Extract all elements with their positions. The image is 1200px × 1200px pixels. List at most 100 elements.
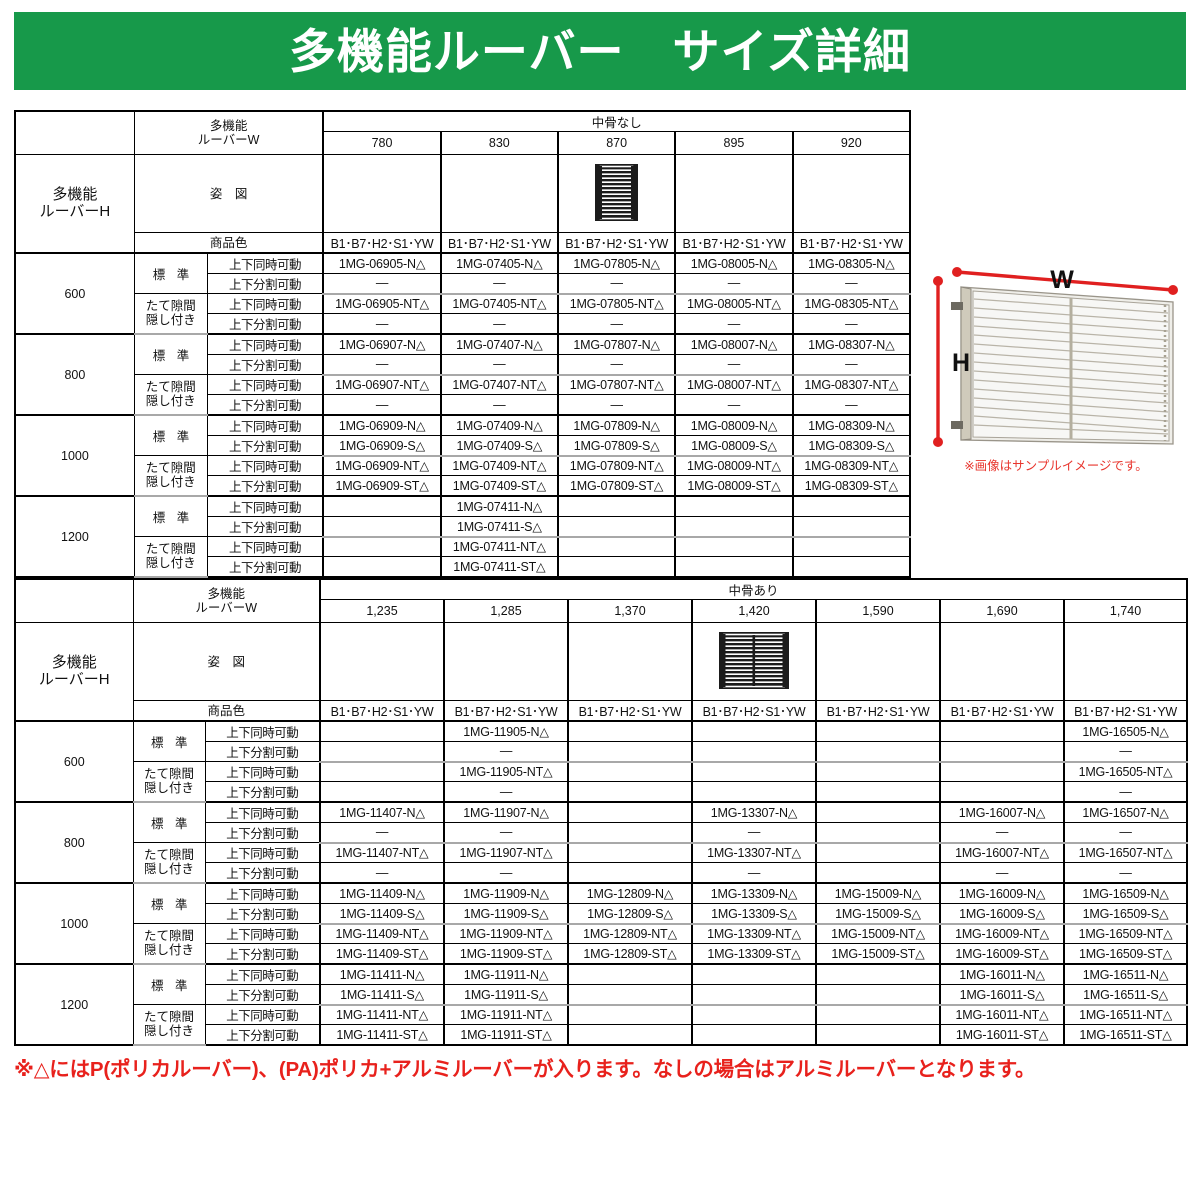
product-code-cell: 1MG-07411-S△ (439, 516, 559, 538)
t2-corner-blank (14, 578, 134, 623)
table-row: たて隙間 隠し付き 上下同時可動 1MG-06909-NT△ 1MG-07409-NT△… (15, 455, 911, 497)
row-type-line2: 隠し付き (145, 474, 196, 489)
product-code-cell: — (791, 313, 911, 335)
table-row: 上下分割可動 1MG-11411-ST△ 1MG-11911-ST△ 1MG-1601… (15, 1024, 1188, 1046)
empty-cell (556, 516, 676, 538)
product-code-cell: — (319, 822, 445, 844)
row-type-hidden-gap: たて隙間 隠し付き (133, 293, 208, 335)
t1-color-codes-1: B1･B7･H2･S1･YW (322, 232, 442, 254)
product-code-cell: 1MG-07411-ST△ (439, 556, 559, 578)
row-type-hidden-gap: たて隙間 隠し付き (133, 374, 208, 416)
empty-cell (674, 495, 794, 517)
row-type-standard: 標 準 (132, 720, 206, 762)
t2-height-header-line2: ルーバーH (38, 670, 110, 688)
row-type-line2: 隠し付き (143, 780, 194, 795)
product-code-cell: — (674, 394, 794, 416)
product-code-cell: — (556, 273, 676, 295)
t1-width-830: 830 (439, 131, 559, 155)
table-row: たて隙間 隠し付き 上下同時可動 1MG-11407-NT△ 1MG-11907-NT△… (15, 842, 1188, 884)
product-code-cell: 1MG-16509-S△ (1062, 903, 1188, 925)
table-row: たて隙間 隠し付き 上下同時可動 1MG-06907-NT△ 1MG-07407-NT△… (15, 374, 911, 416)
t2-color-codes-3: B1･B7･H2･S1･YW (567, 700, 693, 722)
product-code-cell: 1MG-11911-ST△ (443, 1024, 569, 1046)
empty-cell (815, 822, 941, 844)
product-code-cell: 1MG-08309-N△ (791, 414, 911, 436)
row-type-line2: 隠し付き (145, 312, 196, 327)
product-code-cell: — (791, 273, 911, 295)
table1-header-group-row: 多機能 ルーバーW 中骨なし (14, 110, 911, 155)
product-code-cell: 1MG-08305-N△ (791, 252, 911, 274)
row-motion-split: 上下分割可動 (204, 781, 321, 803)
product-code-cell: 1MG-16511-ST△ (1062, 1024, 1188, 1046)
product-code-cell: 1MG-11411-NT△ (319, 1004, 445, 1025)
empty-cell (567, 1024, 693, 1046)
product-code-cell: — (443, 862, 569, 884)
product-code-cell: 1MG-12809-NT△ (567, 923, 693, 944)
product-code-cell: 1MG-07809-N△ (556, 414, 676, 436)
table2-diagram-row: 多機能 ルーバーH 姿 図 (14, 622, 1188, 722)
empty-cell (556, 495, 676, 517)
row-type-line1: たて隙間 (145, 298, 196, 313)
row-motion-split: 上下分割可動 (204, 862, 321, 884)
empty-cell (815, 781, 941, 803)
product-code-cell: 1MG-16511-NT△ (1062, 1004, 1188, 1025)
table1-width-row: 780 830 870 895 920 (15, 131, 911, 155)
table-row: 1000 標 準上下同時可動 1MG-11409-N△ 1MG-11909-N△ 1MG… (14, 882, 1188, 965)
empty-cell (556, 556, 676, 578)
product-code-cell: 1MG-06909-N△ (322, 414, 442, 436)
width-dimension-arrow (952, 267, 1178, 295)
width-label: W (1050, 266, 1074, 294)
louver-icon-svg (595, 163, 639, 221)
product-code-cell: 1MG-06907-N△ (322, 333, 442, 355)
product-code-cell: 1MG-07807-N△ (556, 333, 676, 355)
row-type-standard: 標 準 (133, 252, 208, 294)
mount-bracket-top (951, 302, 963, 310)
product-code-cell: 1MG-11909-N△ (443, 882, 569, 904)
product-code-cell: — (1062, 862, 1188, 884)
product-illustration-svg: W H (933, 266, 1178, 447)
t2-louver-preview-cell-2 (443, 622, 569, 701)
page-title: 多機能ルーバー サイズ詳細 (288, 24, 912, 78)
spec-table-with-center-rib: 多機能 ルーバーW 中骨あり 1,235 1,285 1,370 1,420 1,590… (14, 578, 1189, 1046)
product-code-cell: 1MG-07411-N△ (439, 495, 559, 517)
table-row: 上下分割可動 — — — — — (15, 273, 911, 295)
row-type-line1: たて隙間 (143, 928, 194, 943)
row-motion-simultaneous: 上下同時可動 (204, 963, 321, 985)
row-type-hidden-gap: たて隙間 隠し付き (132, 761, 206, 803)
product-code-cell: 1MG-16505-N△ (1062, 720, 1188, 742)
t1-width-header-line1: 多機能 (209, 118, 248, 133)
empty-cell (322, 516, 442, 538)
t1-width-870: 870 (556, 131, 676, 155)
product-code-cell: 1MG-11909-NT△ (443, 923, 569, 944)
product-code-cell: — (439, 273, 559, 295)
product-code-cell: 1MG-07809-ST△ (556, 475, 676, 497)
mount-bracket-bottom (951, 421, 963, 429)
empty-cell (556, 536, 676, 557)
row-motion-split: 上下分割可動 (206, 394, 324, 416)
product-code-cell: 1MG-13309-N△ (691, 882, 817, 904)
product-code-cell: — (439, 394, 559, 416)
table-row: 上下分割可動 1MG-11409-S△ 1MG-11909-S△ 1MG-12809-… (15, 903, 1188, 925)
product-code-cell: 1MG-08009-S△ (674, 435, 794, 457)
t1-height-header: 多機能 ルーバーH (14, 154, 135, 254)
row-motion-simultaneous: 上下同時可動 (204, 1004, 321, 1025)
row-motion-split: 上下分割可動 (204, 822, 321, 843)
table-row: 800 標 準上下同時可動 1MG-06907-N△ 1MG-07407-N△ 1MG-… (14, 333, 911, 416)
row-motion-simultaneous: 上下同時可動 (204, 761, 321, 782)
product-code-cell: — (1062, 822, 1188, 844)
empty-cell (691, 720, 817, 742)
empty-cell (319, 761, 445, 782)
empty-cell (939, 761, 1065, 782)
product-code-cell: 1MG-12809-ST△ (567, 943, 693, 965)
row-motion-simultaneous: 上下同時可動 (206, 293, 324, 314)
louver-panel-graphic (951, 286, 1174, 445)
row-motion-simultaneous: 上下同時可動 (206, 536, 324, 557)
t1-color-codes-5: B1･B7･H2･S1･YW (791, 232, 911, 254)
empty-cell (567, 822, 693, 844)
product-code-cell: 1MG-11409-NT△ (319, 923, 445, 944)
row-type-hidden-gap: たて隙間 隠し付き (133, 455, 208, 497)
row-motion-split: 上下分割可動 (204, 943, 321, 965)
product-code-cell: 1MG-16007-NT△ (939, 842, 1065, 863)
table-row: たて隙間 隠し付き 上下同時可動 1MG-06905-NT△ 1MG-07405-NT△… (15, 293, 911, 335)
